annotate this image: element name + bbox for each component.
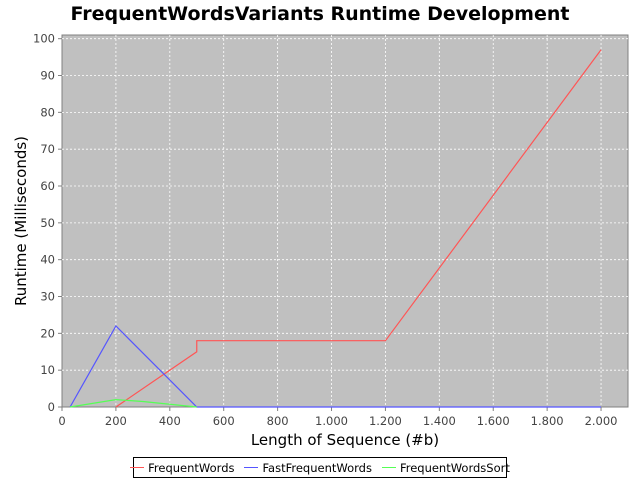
x-axis-label: Length of Sequence (#b) [251,431,439,449]
y-tick-label: 70 [40,142,55,156]
legend-label: FrequentWords [148,460,235,475]
legend-swatch [130,467,145,468]
x-tick-label: 0 [58,414,65,428]
y-tick-label: 100 [33,32,55,46]
x-tick-label: 1.200 [369,414,402,428]
axes: 0 200 400 600 800 1.000 1.200 1.400 1.600 1.800 2.… [33,32,617,428]
legend-label: FastFrequentWords [262,460,372,475]
x-tick-label: 1.400 [423,414,456,428]
x-tick-label: 400 [159,414,181,428]
series-line-1 [69,324,602,408]
y-tick-label: 10 [40,363,55,377]
legend: FrequentWords FastFrequentWords Frequent… [130,457,510,478]
y-tick-label: 40 [40,253,55,267]
series-line-2 [69,399,197,408]
legend-label: FrequentWordsSort [399,460,510,475]
legend-item-frequentwordssort: FrequentWordsSort [381,460,510,475]
x-tick-label: 1.600 [477,414,510,428]
y-tick-label: 90 [40,69,55,83]
legend-swatch [381,467,396,468]
x-tick-label: 200 [105,414,127,428]
gridlines [62,35,628,407]
y-axis-label: Runtime (Milliseconds) [12,136,30,306]
y-tick-label: 30 [40,290,55,304]
x-tick-label: 2.000 [585,414,618,428]
legend-swatch [244,467,259,468]
y-tick-label: 20 [40,326,55,340]
chart-title: FrequentWordsVariants Runtime Developmen… [70,3,570,25]
series-line-0 [115,49,602,408]
x-tick-label: 1.800 [531,414,564,428]
x-tick-label: 600 [213,414,235,428]
legend-item-frequentwords: FrequentWords [130,461,234,475]
plot-area [61,34,629,408]
series-lines [69,49,602,408]
y-tick-label: 80 [40,105,55,119]
legend-item-fastfrequentwords: FastFrequentWords [244,460,372,475]
x-tick-label: 1.000 [315,414,348,428]
x-tick-label: 800 [267,414,289,428]
y-tick-label: 50 [40,216,55,230]
y-tick-label: 0 [48,400,55,414]
y-tick-label: 60 [40,179,55,193]
